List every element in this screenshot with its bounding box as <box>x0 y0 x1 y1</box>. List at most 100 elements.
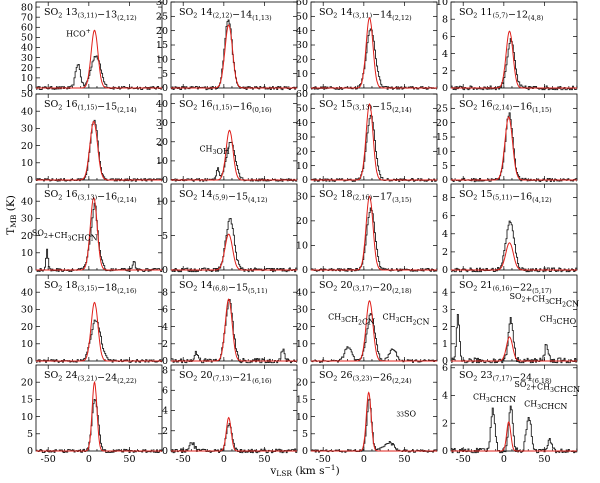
y-tick-label: 1 <box>442 339 448 350</box>
y-tick-label: 10 <box>156 55 168 66</box>
x-tick-label: 0 <box>86 454 92 465</box>
y-tick-label: 0 <box>302 83 308 94</box>
y-tick-label: 2 <box>162 426 168 437</box>
x-tick-label: -50 <box>176 454 191 465</box>
observed-spectrum <box>171 422 298 454</box>
y-tick-label: 0 <box>302 265 308 276</box>
x-tick-label: 50 <box>258 454 270 465</box>
panel-transition-label: SO2 20(3,17)−20(2,18) <box>319 280 412 295</box>
spectrum-panel: -50 0 50 0 5 10 15 20 SO2 26(3,23)−26(2,24) 33SO <box>296 364 438 465</box>
spectrum-panel: 0 2 4 6 8 SO2 14(6,8)−15(5,11) <box>162 274 298 367</box>
y-tick-label: 8 <box>442 193 448 204</box>
panel-transition-label: SO2 16(1,15)−15(2,14) <box>44 99 137 114</box>
model-spectrum <box>36 29 162 89</box>
y-tick-label: 20 <box>296 216 308 227</box>
y-tick-label: 0 <box>442 446 448 457</box>
y-tick-label: 20 <box>296 147 308 158</box>
y-tick-label: 5 <box>442 161 448 172</box>
observed-spectrum <box>36 119 163 182</box>
spectrum-panel: 0 10 20 30 40 50 60 SO2 15(3,13)−15(2,14) <box>296 89 438 186</box>
panel-frame <box>170 274 298 362</box>
y-tick-label: 50 <box>21 89 33 100</box>
observed-spectrum <box>171 19 298 91</box>
y-tick-label: 2 <box>442 66 448 77</box>
x-tick-label: 0 <box>361 454 367 465</box>
model-spectrum <box>451 30 577 89</box>
y-tick-label: 40 <box>296 118 308 129</box>
panel-frame <box>35 93 163 181</box>
spectrum-panel: -50 0 50 0 5 10 15 20 SO2 24(3,21)−24(2,22) <box>21 364 163 465</box>
y-tick-label: 15 <box>296 395 308 406</box>
y-tick-label: 30 <box>296 40 308 51</box>
model-spectrum <box>311 300 437 362</box>
y-tick-label: 4 <box>442 49 448 60</box>
y-tick-label: 6 <box>162 305 168 316</box>
model-spectrum <box>36 196 162 271</box>
y-tick-label: 0 <box>162 83 168 94</box>
y-tick-label: 20 <box>21 322 33 333</box>
y-tick-label: 0 <box>27 446 33 457</box>
y-tick-label: 4 <box>442 287 448 298</box>
y-tick-label: 4 <box>162 406 168 417</box>
y-tick-label: 2 <box>162 339 168 350</box>
y-tick-label: 40 <box>21 106 33 117</box>
panel-frame <box>35 183 163 271</box>
spectrum-panel: 0 10 20 30 40 SO2 16(3,13)−16(2,14) SO2+CH3CHC… <box>21 183 163 276</box>
y-tick-label: 20 <box>156 137 168 148</box>
y-tick-label: 5 <box>162 231 168 242</box>
x-tick-label: 0 <box>501 454 507 465</box>
y-tick-label: 0 <box>162 356 168 367</box>
y-tick-label: 10 <box>296 69 308 80</box>
y-tick-label: 10 <box>21 158 33 169</box>
y-tick-label: 8 <box>162 287 168 298</box>
y-tick-label: 15 <box>21 395 33 406</box>
model-spectrum <box>451 242 577 271</box>
y-tick-label: 8 <box>162 365 168 376</box>
panel-transition-label: SO2 14(2,12)−14(1,13) <box>179 7 272 22</box>
y-tick-label: 0 <box>442 83 448 94</box>
spectrum-panel: 0 5 10 SO2 14(5,9)−15(4,12) <box>156 183 298 276</box>
x-tick-label: 50 <box>123 454 135 465</box>
line-annotation: 33SO <box>396 410 416 419</box>
y-tick-label: 20 <box>156 26 168 37</box>
x-tick-label: 0 <box>221 454 227 465</box>
y-tick-label: 20 <box>21 141 33 152</box>
y-tick-label: 80 <box>21 2 33 13</box>
panel-frame <box>170 183 298 271</box>
y-tick-label: 30 <box>296 132 308 143</box>
y-tick-label: 60 <box>296 0 308 8</box>
y-tick-label: 10 <box>296 241 308 252</box>
line-annotation: CH3CH2CN <box>383 313 430 327</box>
model-spectrum <box>311 103 437 181</box>
y-tick-label: 10 <box>21 412 33 423</box>
observed-spectrum <box>451 112 578 183</box>
y-tick-label: 0 <box>27 175 33 186</box>
panel-transition-label: SO2 15(3,13)−15(2,14) <box>319 99 412 114</box>
y-tick-label: 30 <box>21 124 33 135</box>
observed-spectrum <box>36 399 163 454</box>
model-spectrum <box>171 298 297 362</box>
model-spectrum <box>171 24 297 89</box>
y-tick-label: 2 <box>442 418 448 429</box>
y-tick-label: 2 <box>442 322 448 333</box>
panel-frame <box>35 1 163 89</box>
panel-frame <box>310 274 438 362</box>
y-tick-label: 15 <box>436 132 448 143</box>
y-tick-label: 70 <box>21 12 33 23</box>
y-tick-label: 10 <box>296 339 308 350</box>
y-tick-label: 20 <box>296 322 308 333</box>
spectrum-panel: 0 2 4 6 8 SO2 15(5,11)−16(4,12) <box>442 183 578 276</box>
line-annotation: SO2+CH3CHCN <box>32 229 98 243</box>
model-spectrum <box>171 416 297 452</box>
panel-transition-label: SO2 18(2,16)−17(3,15) <box>319 189 412 204</box>
y-tick-label: 50 <box>296 104 308 115</box>
y-tick-label: 0 <box>302 356 308 367</box>
model-spectrum <box>311 391 437 452</box>
line-annotation: CH3CHO <box>540 314 577 326</box>
x-tick-label: -50 <box>316 454 331 465</box>
y-tick-label: 15 <box>156 40 168 51</box>
x-tick-label: -50 <box>456 454 471 465</box>
x-tick-label: -50 <box>41 454 56 465</box>
observed-spectrum <box>171 217 298 273</box>
